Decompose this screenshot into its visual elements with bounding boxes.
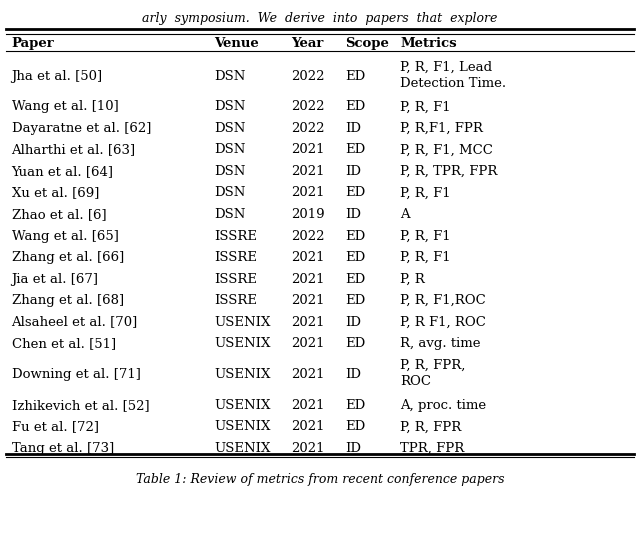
Text: DSN: DSN <box>214 101 246 113</box>
Text: 2021: 2021 <box>291 337 324 350</box>
Text: 2021: 2021 <box>291 368 324 381</box>
Text: P, R, F1: P, R, F1 <box>400 101 451 113</box>
Text: Izhikevich et al. [52]: Izhikevich et al. [52] <box>12 399 149 412</box>
Text: DSN: DSN <box>214 144 246 157</box>
Text: ED: ED <box>346 230 366 243</box>
Text: DSN: DSN <box>214 208 246 221</box>
Text: DSN: DSN <box>214 69 246 83</box>
Text: Alharthi et al. [63]: Alharthi et al. [63] <box>12 144 136 157</box>
Text: Zhang et al. [68]: Zhang et al. [68] <box>12 294 124 307</box>
Text: ED: ED <box>346 69 366 83</box>
Text: Wang et al. [10]: Wang et al. [10] <box>12 101 118 113</box>
Text: 2021: 2021 <box>291 399 324 412</box>
Text: Metrics: Metrics <box>400 37 456 50</box>
Text: P, R, FPR,: P, R, FPR, <box>400 359 465 372</box>
Text: ED: ED <box>346 294 366 307</box>
Text: USENIX: USENIX <box>214 337 271 350</box>
Text: P, R, F1: P, R, F1 <box>400 251 451 264</box>
Text: ED: ED <box>346 251 366 264</box>
Text: ED: ED <box>346 399 366 412</box>
Text: 2021: 2021 <box>291 273 324 286</box>
Text: 2022: 2022 <box>291 69 324 83</box>
Text: Jia et al. [67]: Jia et al. [67] <box>12 273 99 286</box>
Text: USENIX: USENIX <box>214 442 271 455</box>
Text: P, R, FPR: P, R, FPR <box>400 420 461 433</box>
Text: Year: Year <box>291 37 324 50</box>
Text: 2019: 2019 <box>291 208 325 221</box>
Text: P, R: P, R <box>400 273 425 286</box>
Text: Paper: Paper <box>12 37 54 50</box>
Text: ISSRE: ISSRE <box>214 273 257 286</box>
Text: P, R, TPR, FPR: P, R, TPR, FPR <box>400 165 497 178</box>
Text: Detection Time.: Detection Time. <box>400 77 506 90</box>
Text: P, R, F1, MCC: P, R, F1, MCC <box>400 144 493 157</box>
Text: 2022: 2022 <box>291 101 324 113</box>
Text: Zhang et al. [66]: Zhang et al. [66] <box>12 251 124 264</box>
Text: ED: ED <box>346 420 366 433</box>
Text: P, R, F1: P, R, F1 <box>400 230 451 243</box>
Text: 2021: 2021 <box>291 251 324 264</box>
Text: 2021: 2021 <box>291 144 324 157</box>
Text: Jha et al. [50]: Jha et al. [50] <box>12 69 102 83</box>
Text: USENIX: USENIX <box>214 316 271 329</box>
Text: ID: ID <box>346 442 362 455</box>
Text: P, R,F1, FPR: P, R,F1, FPR <box>400 122 483 135</box>
Text: P, R, F1, Lead: P, R, F1, Lead <box>400 61 492 74</box>
Text: ISSRE: ISSRE <box>214 294 257 307</box>
Text: Wang et al. [65]: Wang et al. [65] <box>12 230 118 243</box>
Text: ISSRE: ISSRE <box>214 251 257 264</box>
Text: USENIX: USENIX <box>214 420 271 433</box>
Text: Table 1: Review of metrics from recent conference papers: Table 1: Review of metrics from recent c… <box>136 472 504 486</box>
Text: Tang et al. [73]: Tang et al. [73] <box>12 442 114 455</box>
Text: arly  symposium.  We  derive  into  papers  that  explore: arly symposium. We derive into papers th… <box>142 12 498 25</box>
Text: Xu et al. [69]: Xu et al. [69] <box>12 187 99 200</box>
Text: 2022: 2022 <box>291 122 324 135</box>
Text: DSN: DSN <box>214 165 246 178</box>
Text: USENIX: USENIX <box>214 399 271 412</box>
Text: Alsaheel et al. [70]: Alsaheel et al. [70] <box>12 316 138 329</box>
Text: 2021: 2021 <box>291 420 324 433</box>
Text: Dayaratne et al. [62]: Dayaratne et al. [62] <box>12 122 151 135</box>
Text: 2022: 2022 <box>291 230 324 243</box>
Text: 2021: 2021 <box>291 294 324 307</box>
Text: ID: ID <box>346 208 362 221</box>
Text: Yuan et al. [64]: Yuan et al. [64] <box>12 165 113 178</box>
Text: DSN: DSN <box>214 187 246 200</box>
Text: P, R, F1: P, R, F1 <box>400 187 451 200</box>
Text: 2021: 2021 <box>291 165 324 178</box>
Text: 2021: 2021 <box>291 316 324 329</box>
Text: ID: ID <box>346 316 362 329</box>
Text: DSN: DSN <box>214 122 246 135</box>
Text: P, R, F1,ROC: P, R, F1,ROC <box>400 294 486 307</box>
Text: Downing et al. [71]: Downing et al. [71] <box>12 368 140 381</box>
Text: 2021: 2021 <box>291 187 324 200</box>
Text: 2021: 2021 <box>291 442 324 455</box>
Text: ED: ED <box>346 101 366 113</box>
Text: USENIX: USENIX <box>214 368 271 381</box>
Text: ROC: ROC <box>400 375 431 389</box>
Text: ED: ED <box>346 337 366 350</box>
Text: ISSRE: ISSRE <box>214 230 257 243</box>
Text: A: A <box>400 208 410 221</box>
Text: A, proc. time: A, proc. time <box>400 399 486 412</box>
Text: ED: ED <box>346 273 366 286</box>
Text: R, avg. time: R, avg. time <box>400 337 481 350</box>
Text: Scope: Scope <box>346 37 390 50</box>
Text: Chen et al. [51]: Chen et al. [51] <box>12 337 116 350</box>
Text: TPR, FPR: TPR, FPR <box>400 442 464 455</box>
Text: ID: ID <box>346 368 362 381</box>
Text: Fu et al. [72]: Fu et al. [72] <box>12 420 99 433</box>
Text: Venue: Venue <box>214 37 259 50</box>
Text: P, R F1, ROC: P, R F1, ROC <box>400 316 486 329</box>
Text: ID: ID <box>346 165 362 178</box>
Text: ED: ED <box>346 187 366 200</box>
Text: Zhao et al. [6]: Zhao et al. [6] <box>12 208 106 221</box>
Text: ED: ED <box>346 144 366 157</box>
Text: ID: ID <box>346 122 362 135</box>
